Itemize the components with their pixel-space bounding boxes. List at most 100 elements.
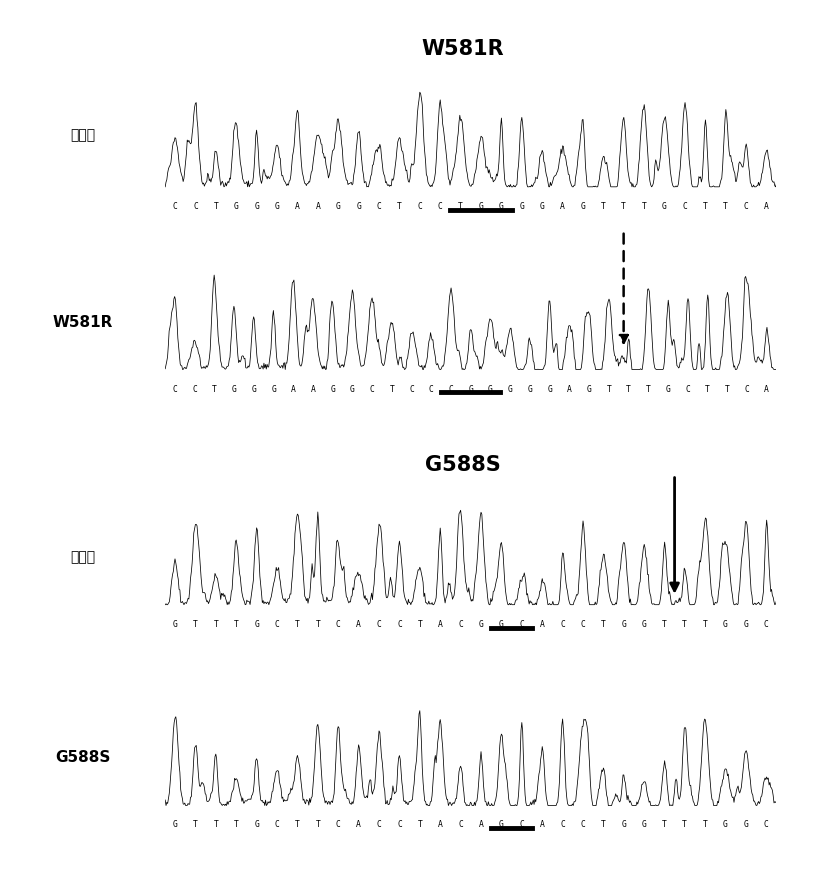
Text: T: T [606, 385, 611, 394]
Text: C: C [377, 820, 382, 829]
Text: C: C [397, 620, 402, 629]
Text: C: C [336, 820, 341, 829]
Text: G: G [666, 385, 671, 394]
Text: A: A [438, 820, 443, 829]
Text: T: T [212, 385, 217, 394]
Text: C: C [275, 620, 280, 629]
Text: G: G [508, 385, 513, 394]
Text: T: T [621, 202, 626, 211]
Text: C: C [377, 202, 382, 211]
Text: G: G [621, 620, 626, 629]
Text: G: G [254, 820, 259, 829]
Text: C: C [682, 202, 687, 211]
Text: T: T [723, 202, 728, 211]
Text: W581R: W581R [52, 314, 113, 330]
Text: C: C [429, 385, 434, 394]
Text: C: C [764, 620, 769, 629]
Text: G: G [723, 620, 728, 629]
Text: C: C [192, 385, 197, 394]
Text: G: G [499, 820, 504, 829]
Text: G: G [743, 820, 748, 829]
Text: T: T [703, 820, 708, 829]
Text: G: G [743, 620, 748, 629]
Text: T: T [458, 202, 463, 211]
Text: T: T [234, 620, 239, 629]
Text: T: T [662, 620, 667, 629]
Text: T: T [390, 385, 394, 394]
Text: C: C [173, 202, 178, 211]
Text: G: G [234, 202, 239, 211]
Text: G: G [330, 385, 335, 394]
Text: C: C [409, 385, 414, 394]
Text: G: G [271, 385, 276, 394]
Text: C: C [581, 820, 586, 829]
Text: T: T [724, 385, 729, 394]
Text: T: T [682, 620, 687, 629]
Text: C: C [520, 820, 525, 829]
Text: G: G [336, 202, 341, 211]
Text: A: A [764, 202, 769, 211]
Text: G: G [621, 820, 626, 829]
Text: G: G [468, 385, 473, 394]
Text: C: C [744, 385, 749, 394]
Text: T: T [234, 820, 239, 829]
Text: G: G [356, 202, 361, 211]
Text: G: G [173, 820, 178, 829]
Text: W581R: W581R [421, 39, 504, 59]
Text: T: T [214, 202, 219, 211]
Text: T: T [417, 820, 422, 829]
Text: G: G [642, 820, 647, 829]
Text: A: A [560, 202, 565, 211]
Text: C: C [193, 202, 198, 211]
Text: T: T [214, 820, 219, 829]
Text: C: C [686, 385, 691, 394]
Text: G: G [642, 620, 647, 629]
Text: A: A [567, 385, 572, 394]
Text: G: G [548, 385, 552, 394]
Text: G588S: G588S [425, 455, 501, 475]
Text: T: T [316, 620, 320, 629]
Text: G: G [499, 202, 504, 211]
Text: A: A [291, 385, 296, 394]
Text: 野生型: 野生型 [70, 550, 95, 564]
Text: T: T [662, 820, 667, 829]
Text: C: C [417, 202, 422, 211]
Text: T: T [316, 820, 320, 829]
Text: T: T [646, 385, 651, 394]
Text: G: G [350, 385, 355, 394]
Text: T: T [193, 620, 198, 629]
Text: C: C [377, 620, 382, 629]
Text: C: C [458, 620, 463, 629]
Text: G: G [581, 202, 586, 211]
Text: T: T [705, 385, 710, 394]
Text: G: G [478, 620, 483, 629]
Text: C: C [370, 385, 375, 394]
Text: G: G [528, 385, 533, 394]
Text: G: G [520, 202, 525, 211]
Text: G: G [254, 202, 259, 211]
Text: C: C [397, 820, 402, 829]
Text: A: A [295, 202, 300, 211]
Text: A: A [539, 820, 544, 829]
Text: T: T [601, 820, 605, 829]
Text: C: C [581, 620, 586, 629]
Text: A: A [478, 820, 483, 829]
Text: G: G [586, 385, 591, 394]
Text: G: G [499, 620, 504, 629]
Text: G: G [539, 202, 544, 211]
Text: C: C [173, 385, 178, 394]
Text: G: G [275, 202, 280, 211]
Text: T: T [193, 820, 198, 829]
Text: T: T [626, 385, 631, 394]
Text: T: T [601, 202, 605, 211]
Text: G: G [173, 620, 178, 629]
Text: C: C [458, 820, 463, 829]
Text: T: T [214, 620, 219, 629]
Text: C: C [449, 385, 453, 394]
Text: A: A [356, 820, 361, 829]
Text: C: C [520, 620, 525, 629]
Text: A: A [356, 620, 361, 629]
Text: G: G [723, 820, 728, 829]
Text: C: C [275, 820, 280, 829]
Text: C: C [560, 820, 565, 829]
